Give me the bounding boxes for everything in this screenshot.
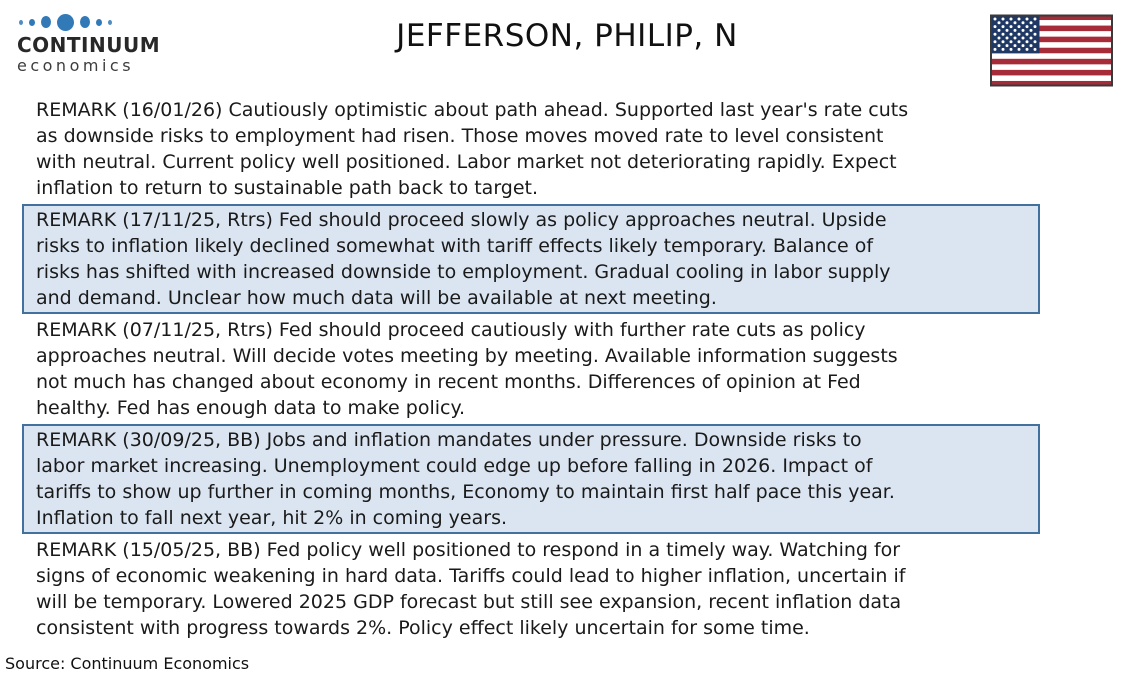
remark-list: REMARK (16/01/26) Cautiously optimistic … — [22, 94, 1040, 644]
remark-item: REMARK (16/01/26) Cautiously optimistic … — [36, 99, 909, 199]
us-flag-canton-stars — [993, 17, 1037, 51]
page-title: JEFFERSON, PHILIP, N — [396, 18, 738, 54]
remark-item: REMARK (15/05/25, BB) Fed policy well po… — [36, 539, 906, 639]
remark-item: REMARK (30/09/25, BB) Jobs and inflation… — [22, 424, 1040, 534]
us-flag-svg — [990, 14, 1113, 87]
logo-subname: economics — [17, 56, 135, 75]
us-flag-canton — [990, 14, 1040, 54]
us-flag-icon — [990, 14, 1113, 87]
remark-item: REMARK (07/11/25, Rtrs) Fed should proce… — [36, 319, 898, 419]
source-attribution: Source: Continuum Economics — [5, 654, 250, 673]
continuum-logo: CONTINUUM economics — [17, 12, 167, 76]
header: CONTINUUM economics JEFFERSON, PHILIP, N — [0, 0, 1134, 94]
remark-item: REMARK (17/11/25, Rtrs) Fed should proce… — [22, 204, 1040, 314]
logo-name: CONTINUUM — [17, 33, 161, 57]
continuum-dots-icon — [19, 12, 167, 32]
us-flag-stripes — [990, 14, 1113, 87]
us-flag-border — [990, 14, 1113, 87]
